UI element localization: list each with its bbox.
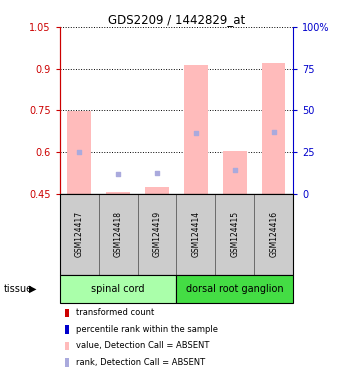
Point xyxy=(193,130,199,136)
Bar xyxy=(145,187,169,194)
Text: ▶: ▶ xyxy=(29,284,36,294)
Title: GDS2209 / 1442829_at: GDS2209 / 1442829_at xyxy=(108,13,245,26)
Text: GSM124418: GSM124418 xyxy=(114,211,122,257)
Text: rank, Detection Call = ABSENT: rank, Detection Call = ABSENT xyxy=(76,358,205,367)
Text: GSM124414: GSM124414 xyxy=(191,211,201,257)
Text: GSM124415: GSM124415 xyxy=(231,211,239,257)
Bar xyxy=(262,63,285,194)
Text: GSM124417: GSM124417 xyxy=(75,211,84,257)
Point xyxy=(232,167,238,173)
Text: GSM124419: GSM124419 xyxy=(152,211,162,257)
Bar xyxy=(106,192,130,194)
Text: tissue: tissue xyxy=(3,284,32,294)
Bar xyxy=(68,111,91,194)
Text: transformed count: transformed count xyxy=(76,308,154,318)
Text: GSM124416: GSM124416 xyxy=(269,211,278,257)
Point xyxy=(76,149,82,155)
Text: percentile rank within the sample: percentile rank within the sample xyxy=(76,325,218,334)
Bar xyxy=(184,65,208,194)
Text: dorsal root ganglion: dorsal root ganglion xyxy=(186,284,284,294)
Text: value, Detection Call = ABSENT: value, Detection Call = ABSENT xyxy=(76,341,209,351)
Bar xyxy=(223,151,247,194)
Point xyxy=(271,129,277,135)
Text: spinal cord: spinal cord xyxy=(91,284,145,294)
Point xyxy=(154,170,160,176)
Point xyxy=(115,171,121,177)
